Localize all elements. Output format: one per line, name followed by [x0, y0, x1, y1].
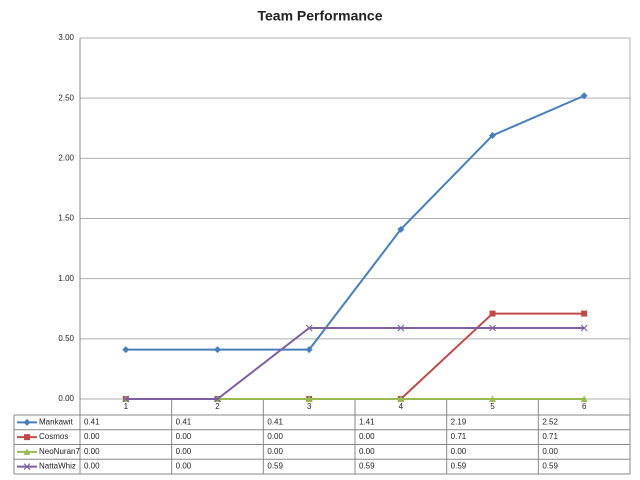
table-value: 0.00 — [267, 447, 283, 456]
table-value: 0.00 — [451, 447, 467, 456]
marker — [580, 92, 588, 100]
table-value: 1.41 — [359, 417, 375, 426]
table-value: 2.52 — [542, 417, 558, 426]
chart-title: Team Performance — [257, 8, 382, 24]
legend-label: NeoNuran7 — [39, 447, 80, 456]
series-line — [125, 94, 585, 351]
table-value: 0.00 — [267, 432, 283, 441]
y-tick-label: 1.00 — [58, 274, 74, 283]
marker — [489, 395, 496, 402]
marker — [214, 346, 221, 354]
table-value: 0.41 — [84, 417, 100, 426]
marker — [305, 395, 313, 402]
legend-label: NattaWhiz — [39, 462, 76, 471]
table-value: 0.71 — [451, 432, 467, 441]
y-tick-label: 0.00 — [58, 394, 74, 403]
marker — [489, 131, 496, 139]
marker — [23, 448, 31, 455]
marker — [305, 346, 313, 354]
x-tick-label: 3 — [307, 402, 312, 411]
marker — [122, 346, 130, 354]
marker — [397, 324, 405, 332]
table-value: 0.41 — [267, 417, 283, 426]
marker — [489, 324, 496, 332]
series-line — [125, 327, 585, 400]
table-value: 0.59 — [451, 462, 467, 471]
table-value: 0.00 — [84, 447, 100, 456]
y-tick-label: 1.50 — [58, 214, 74, 223]
marker — [489, 310, 496, 317]
x-tick-label: 1 — [124, 402, 129, 411]
legend-label: Mankawit — [39, 417, 74, 426]
x-tick-label: 6 — [582, 402, 587, 411]
y-tick-label: 2.50 — [58, 93, 74, 102]
table-value: 0.00 — [359, 447, 375, 456]
table-value: 0.59 — [542, 462, 558, 471]
table-value: 0.00 — [176, 462, 192, 471]
marker — [397, 395, 405, 402]
table-value: 0.59 — [359, 462, 375, 471]
marker — [580, 395, 588, 402]
y-tick-label: 0.50 — [58, 334, 74, 343]
marker — [581, 310, 588, 317]
table-value: 0.00 — [84, 432, 100, 441]
table-value: 0.71 — [542, 432, 558, 441]
marker — [122, 395, 130, 403]
y-tick-label: 3.00 — [58, 33, 74, 42]
marker — [580, 324, 588, 332]
x-tick-label: 4 — [399, 402, 404, 411]
table-value: 0.59 — [267, 462, 283, 471]
table-value: 0.00 — [84, 462, 100, 471]
table-value: 0.00 — [176, 447, 192, 456]
x-tick-label: 5 — [490, 402, 495, 411]
marker — [305, 324, 313, 332]
marker — [214, 395, 221, 403]
x-tick-label: 2 — [215, 402, 220, 411]
table-value: 0.00 — [359, 432, 375, 441]
legend-label: Cosmos — [39, 432, 68, 441]
y-tick-label: 2.00 — [58, 153, 74, 162]
table-value: 2.19 — [451, 417, 467, 426]
table-value: 0.41 — [176, 417, 192, 426]
table-value: 0.00 — [176, 432, 192, 441]
marker — [23, 418, 31, 426]
marker — [24, 434, 30, 441]
table-value: 0.00 — [542, 447, 558, 456]
marker — [397, 225, 405, 233]
marker — [23, 463, 31, 471]
